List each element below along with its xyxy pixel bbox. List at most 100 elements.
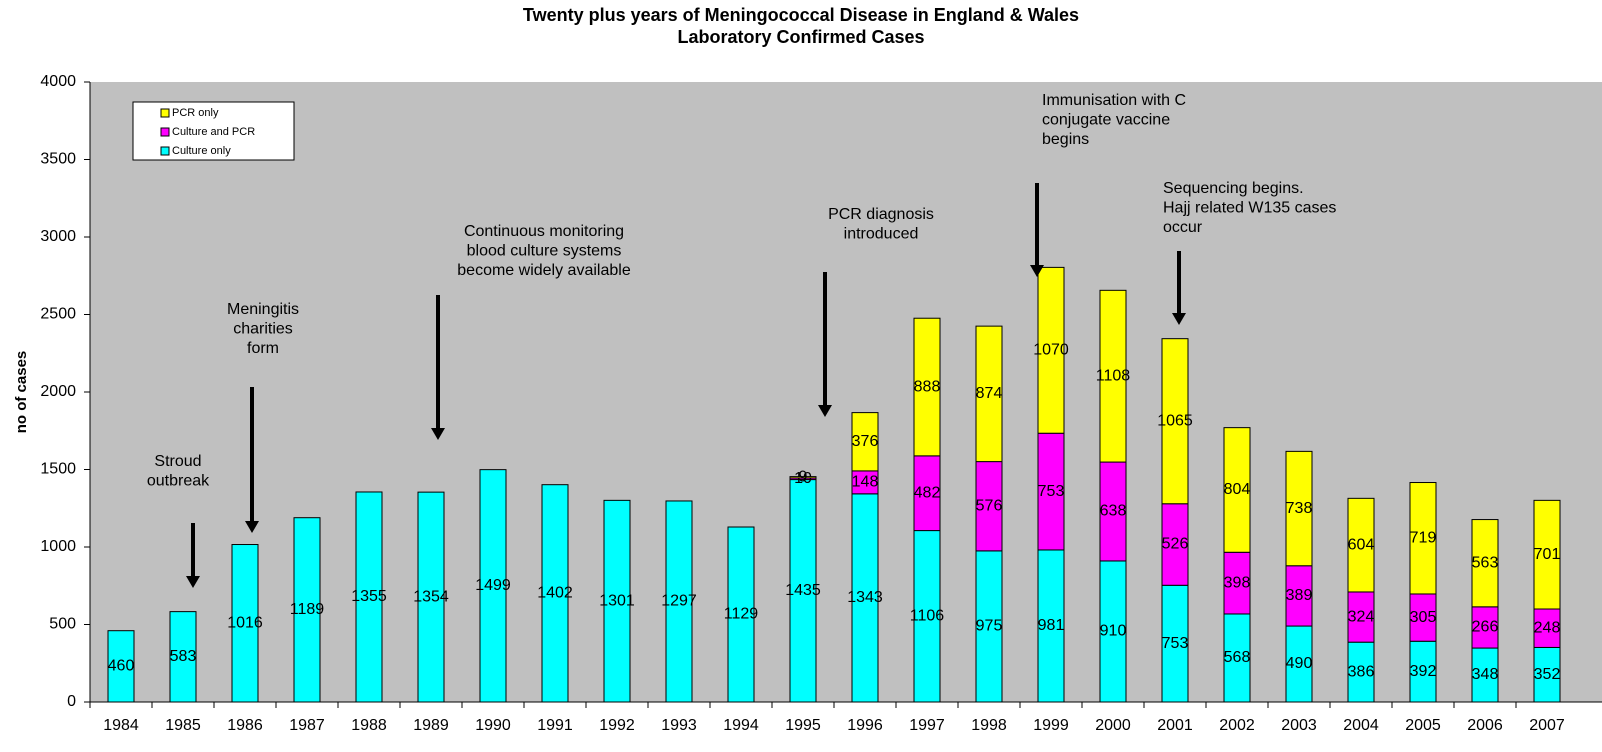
data-label: 490 (1286, 655, 1313, 672)
x-tick-label: 1992 (599, 717, 635, 734)
x-tick-label: 1993 (661, 717, 697, 734)
data-label: 1435 (785, 582, 821, 599)
bar-segment (789, 476, 817, 479)
x-tick-label: 1988 (351, 717, 387, 734)
legend-label: Culture only (172, 145, 231, 157)
data-label: 248 (1534, 619, 1561, 636)
data-label: 975 (976, 618, 1003, 635)
bar-segment (1285, 450, 1313, 567)
data-label: 148 (852, 474, 879, 491)
data-label: 583 (170, 648, 197, 665)
bar-segment (1285, 625, 1313, 703)
annotation-arrowhead (245, 521, 259, 533)
annotation: form (247, 340, 279, 357)
bar-segment (1223, 427, 1251, 553)
y-tick-label: 0 (67, 693, 76, 710)
annotation: PCR diagnosis (828, 206, 934, 223)
legend-label: Culture and PCR (172, 126, 255, 138)
data-label: 638 (1100, 503, 1127, 520)
bar-segment (417, 491, 445, 703)
x-tick-label: 1984 (103, 717, 139, 734)
annotation-arrowhead (186, 576, 200, 588)
legend-label: PCR only (172, 107, 219, 119)
data-label: 398 (1224, 574, 1251, 591)
bar-segment (851, 493, 879, 703)
annotation: charities (233, 321, 293, 338)
y-tick-label: 3500 (40, 151, 76, 168)
chart-subtitle: Laboratory Confirmed Cases (677, 27, 924, 47)
chart-title: Twenty plus years of Meningococcal Disea… (523, 5, 1079, 25)
x-tick-label: 2007 (1529, 717, 1565, 734)
data-label: 386 (1348, 663, 1375, 680)
annotation: Hajj related W135 cases (1163, 200, 1336, 217)
annotation-arrowhead (1030, 265, 1044, 277)
data-label: 1301 (599, 592, 635, 609)
x-tick-label: 2000 (1095, 717, 1131, 734)
bar-segment (1161, 338, 1189, 505)
data-label: 1297 (661, 593, 697, 610)
x-tick-label: 1991 (537, 717, 573, 734)
bar-segment (293, 517, 321, 703)
bar-segment (1409, 640, 1437, 703)
x-tick-label: 1995 (785, 717, 821, 734)
data-label: 1016 (227, 614, 263, 631)
data-label: 701 (1534, 546, 1561, 563)
y-tick-label: 2500 (40, 306, 76, 323)
bar-segment (975, 461, 1003, 552)
data-label: 576 (976, 497, 1003, 514)
bar-segment (355, 491, 383, 703)
legend-swatch (160, 127, 170, 137)
y-tick-label: 500 (49, 616, 76, 633)
annotation: conjugate vaccine (1042, 112, 1170, 129)
data-label: 482 (914, 484, 941, 501)
x-tick-label: 1990 (475, 717, 511, 734)
data-label: 9 (799, 469, 808, 486)
data-label: 804 (1224, 481, 1251, 498)
data-label: 1070 (1033, 342, 1069, 359)
bar-segment (1471, 606, 1499, 649)
x-tick-label: 2002 (1219, 717, 1255, 734)
y-tick-label: 4000 (40, 73, 76, 90)
bar-segment (1471, 519, 1499, 608)
x-tick-label: 1989 (413, 717, 449, 734)
bar-segment (169, 611, 197, 703)
data-label: 1354 (413, 588, 449, 605)
x-tick-label: 1986 (227, 717, 263, 734)
y-axis-label: no of cases (13, 351, 30, 434)
bar-segment (231, 544, 259, 703)
data-label: 1065 (1157, 412, 1193, 429)
bar-segment (1347, 641, 1375, 703)
x-tick-label: 2006 (1467, 717, 1503, 734)
bar-segment (913, 317, 941, 457)
data-label: 738 (1286, 500, 1313, 517)
data-label: 1108 (1096, 367, 1131, 384)
x-tick-label: 2001 (1157, 717, 1193, 734)
x-tick-label: 1987 (289, 717, 325, 734)
bar-segment (1099, 461, 1127, 562)
bar-segment (603, 499, 631, 703)
x-tick-label: 1999 (1033, 717, 1069, 734)
annotation: Stroud (154, 453, 201, 470)
bar-segment (541, 484, 569, 703)
data-label: 1189 (290, 601, 325, 618)
data-label: 10 (794, 470, 812, 487)
data-label: 563 (1472, 554, 1499, 571)
data-label: 392 (1410, 663, 1437, 680)
annotation-arrowhead (431, 428, 445, 440)
bar-segment (1533, 499, 1561, 610)
annotation: occur (1163, 219, 1203, 236)
bar-segment (1347, 497, 1375, 593)
annotation: Meningitis (227, 301, 299, 318)
data-label: 1343 (847, 589, 883, 606)
legend-swatch (160, 108, 170, 118)
annotation: become widely available (457, 262, 631, 279)
annotation: Sequencing begins. (1163, 180, 1304, 197)
x-tick-label: 2003 (1281, 717, 1317, 734)
data-label: 305 (1410, 609, 1437, 626)
annotation-arrowhead (1172, 313, 1186, 325)
legend-swatch (160, 146, 170, 156)
data-label: 981 (1038, 617, 1065, 634)
data-label: 1355 (351, 588, 387, 605)
data-label: 888 (914, 378, 941, 395)
data-label: 389 (1286, 587, 1313, 604)
